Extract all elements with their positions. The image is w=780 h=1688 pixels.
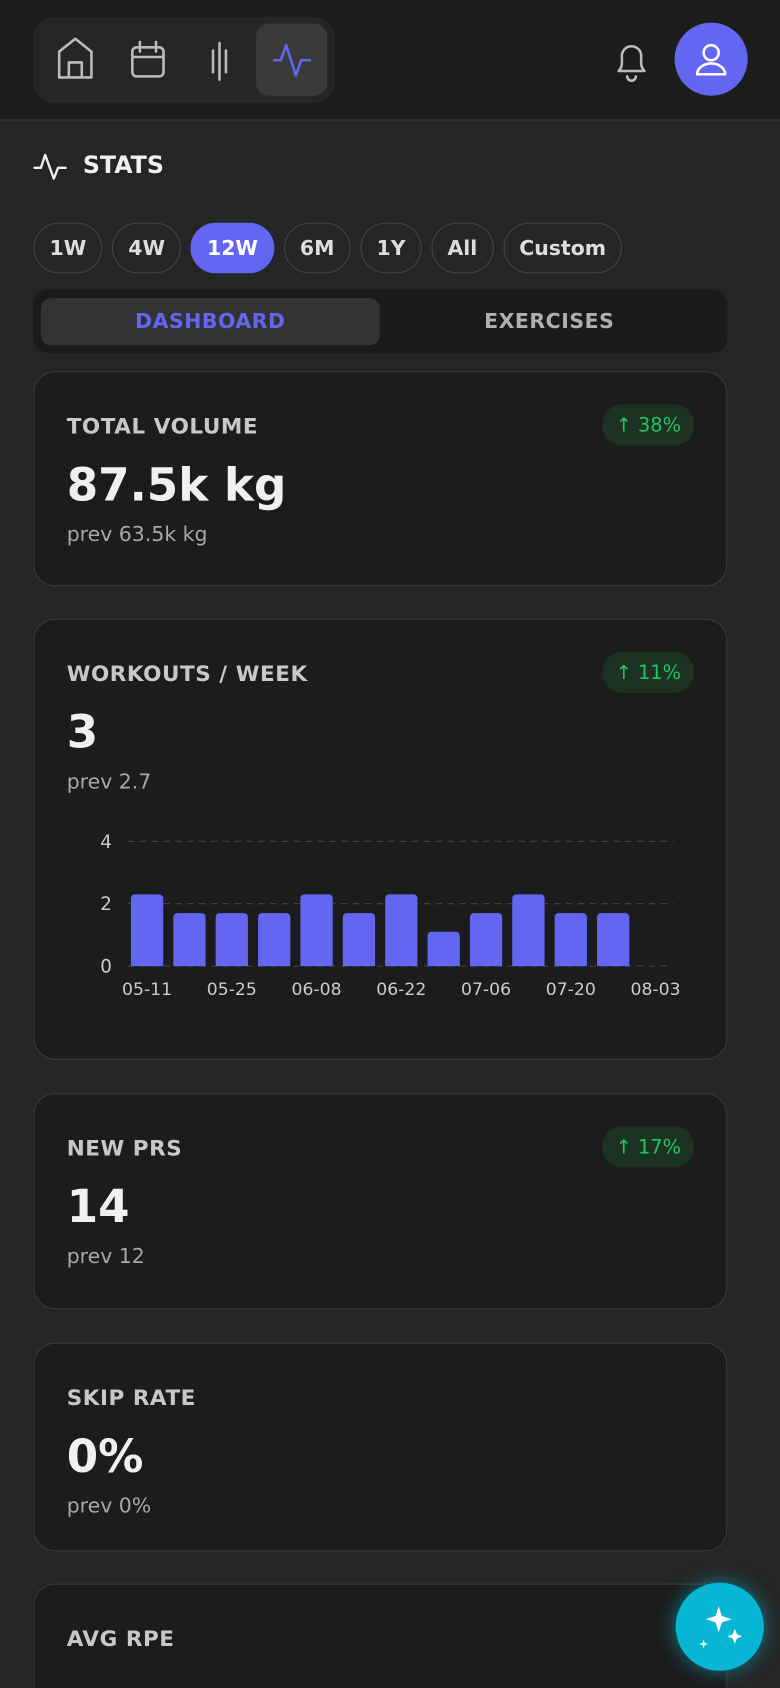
bar	[385, 894, 418, 967]
bar	[215, 913, 248, 967]
card-label: NEW PRS	[66, 1135, 183, 1161]
top-bar	[0, 0, 780, 121]
card-previous: prev 2.7	[66, 770, 152, 794]
card-previous: prev 0%	[66, 1494, 152, 1519]
bar	[300, 894, 333, 967]
chart: 0 2 4 05-11 05-25 06-08 06-22 07-06 07-20 08-03	[100, 832, 681, 1000]
stat-card: SKIP RATE 0% prev 0%	[33, 1342, 728, 1552]
range-option[interactable]: Custom	[503, 222, 623, 274]
change-badge: ↑ 17%	[602, 1126, 694, 1168]
range-option[interactable]: All	[431, 222, 494, 274]
y-tick-label: 4	[100, 832, 112, 853]
stat-card: WORKOUTS / WEEK 3 prev 2.7 ↑ 11% 0 2 4 05-11 05-…	[33, 618, 728, 1060]
change-badge: ↑ 38%	[602, 404, 694, 446]
card-label: TOTAL VOLUME	[66, 413, 259, 439]
tab[interactable]: DASHBOARD	[40, 298, 380, 346]
stat-card: AVG RPE	[33, 1583, 728, 1688]
range-option[interactable]: 12W	[190, 222, 275, 274]
bar	[173, 913, 206, 967]
y-tick-label: 0	[100, 957, 112, 978]
card-label: AVG RPE	[66, 1625, 175, 1652]
y-tick-label: 2	[100, 894, 112, 915]
card-value: 87.5k kg	[66, 458, 287, 512]
card-label: SKIP RATE	[66, 1384, 196, 1411]
x-tick-label: 07-20	[546, 980, 596, 1000]
bell-icon[interactable]	[617, 44, 646, 82]
tab[interactable]: EXERCISES	[484, 309, 615, 334]
home-icon[interactable]	[57, 37, 93, 79]
card-label: WORKOUTS / WEEK	[66, 660, 308, 687]
card-value: 0%	[66, 1429, 144, 1483]
bar	[258, 913, 291, 967]
bar	[512, 894, 545, 967]
avatar-icon	[695, 43, 727, 76]
bar	[342, 913, 376, 967]
bar	[554, 913, 587, 967]
x-tick-label: 05-11	[122, 980, 172, 1000]
card-previous: prev 12	[66, 1244, 145, 1269]
sparkle-icon	[699, 1606, 743, 1649]
card-value: 14	[66, 1180, 130, 1233]
range-option[interactable]: 6M	[283, 222, 351, 274]
bar	[427, 931, 460, 967]
range-selector: 1W 4W 12W 6M 1Y All Custom	[33, 222, 623, 274]
tab-bar: DASHBOARD EXERCISES	[33, 289, 728, 353]
range-option[interactable]: 1Y	[360, 222, 422, 274]
range-option[interactable]: 1W	[33, 222, 103, 274]
bar	[597, 913, 630, 967]
x-tick-label: 07-06	[461, 980, 511, 1000]
title-text: STATS	[82, 152, 164, 180]
stat-card: NEW PRS 14 prev 12 ↑ 17%	[33, 1093, 728, 1310]
x-tick-label: 06-08	[292, 980, 342, 1000]
x-tick-label: 05-25	[207, 980, 257, 1000]
range-option[interactable]: 4W	[112, 222, 182, 274]
x-tick-label: 08-03	[631, 980, 681, 1000]
card-value: 3	[66, 705, 99, 759]
x-tick-label: 06-22	[376, 980, 426, 1000]
bar	[130, 894, 164, 967]
assistant-button[interactable]	[675, 1582, 764, 1671]
workout-icon[interactable]	[211, 41, 228, 81]
nav-icons	[57, 22, 748, 96]
bar	[469, 913, 503, 967]
stats-icon	[33, 153, 67, 180]
card-previous: prev 63.5k kg	[66, 522, 208, 547]
stat-card: TOTAL VOLUME 87.5k kg prev 63.5k kg ↑ 38%	[33, 371, 728, 587]
calendar-icon[interactable]	[131, 40, 165, 78]
change-badge: ↑ 11%	[602, 651, 694, 693]
section-title: STATS	[33, 151, 164, 181]
stats-icon[interactable]	[273, 43, 312, 77]
